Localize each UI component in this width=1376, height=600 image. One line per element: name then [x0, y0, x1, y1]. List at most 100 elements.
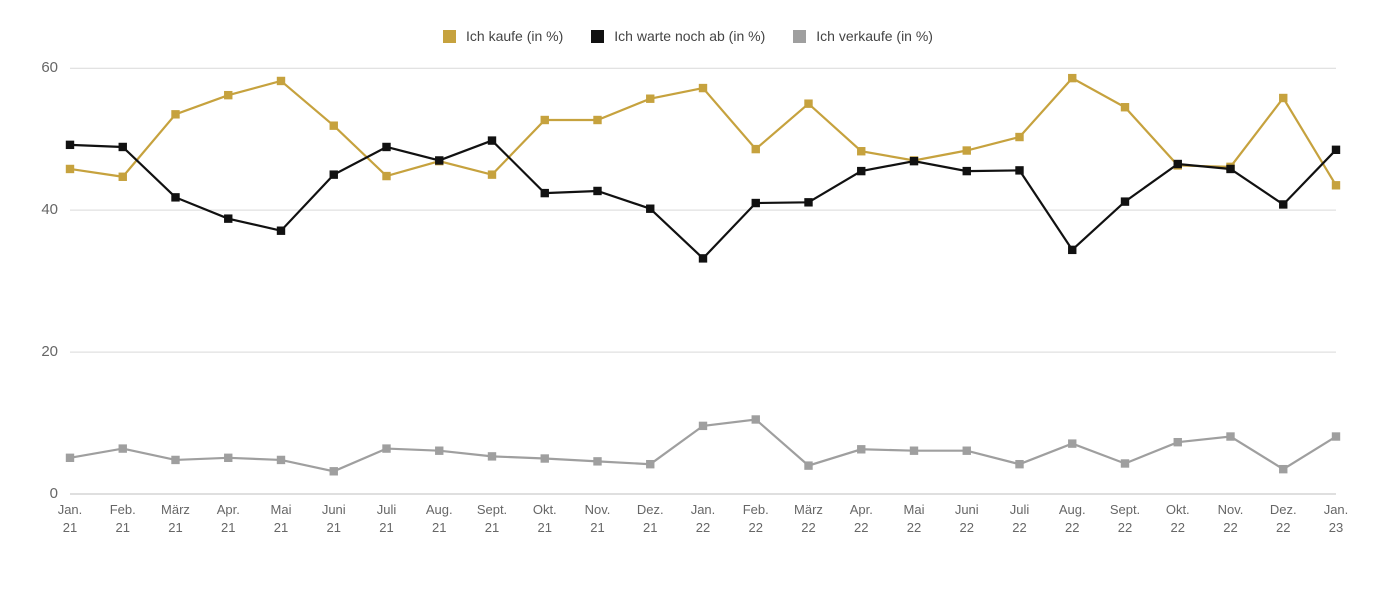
series-marker	[541, 454, 549, 462]
x-tick-label: 21	[274, 520, 288, 535]
series-marker	[1015, 460, 1023, 468]
x-tick-label: 22	[960, 520, 974, 535]
legend-swatch-icon	[443, 30, 456, 43]
series-marker	[1068, 246, 1076, 254]
series-marker	[804, 198, 812, 206]
series-marker	[1279, 200, 1287, 208]
x-tick-label: Dez.	[1270, 502, 1297, 517]
x-tick-label: Juli	[1010, 502, 1030, 517]
x-tick-label: 21	[63, 520, 77, 535]
series-marker	[435, 447, 443, 455]
x-tick-label: 22	[696, 520, 710, 535]
series-marker	[857, 445, 865, 453]
x-tick-label: 22	[854, 520, 868, 535]
x-tick-label: Sept.	[1110, 502, 1140, 517]
x-tick-label: Juli	[377, 502, 397, 517]
series-marker	[963, 167, 971, 175]
series-marker	[277, 227, 285, 235]
x-tick-label: 21	[221, 520, 235, 535]
series-marker	[1015, 133, 1023, 141]
series-marker	[1121, 459, 1129, 467]
x-tick-label: 21	[168, 520, 182, 535]
series-marker	[752, 199, 760, 207]
x-tick-label: 21	[432, 520, 446, 535]
x-tick-label: Nov.	[1218, 502, 1244, 517]
series-marker	[171, 456, 179, 464]
y-tick-label: 40	[41, 201, 58, 218]
series-marker	[699, 422, 707, 430]
series-marker	[488, 170, 496, 178]
x-tick-label: 21	[538, 520, 552, 535]
x-tick-label: Apr.	[850, 502, 873, 517]
series-marker	[646, 95, 654, 103]
series-marker	[1332, 432, 1340, 440]
x-tick-label: 22	[1012, 520, 1026, 535]
x-tick-label: Mai	[271, 502, 292, 517]
legend: Ich kaufe (in %) Ich warte noch ab (in %…	[20, 10, 1356, 54]
series-marker	[119, 143, 127, 151]
series-marker	[224, 454, 232, 462]
y-tick-label: 20	[41, 343, 58, 360]
plot-area: 0204060Jan.21Feb.21März21Apr.21Mai21Juni…	[20, 54, 1356, 554]
series-marker	[752, 145, 760, 153]
x-tick-label: 21	[590, 520, 604, 535]
x-tick-label: März	[794, 502, 823, 517]
x-tick-label: Jan.	[691, 502, 716, 517]
legend-swatch-icon	[591, 30, 604, 43]
legend-item-kaufe: Ich kaufe (in %)	[443, 28, 563, 44]
x-tick-label: 23	[1329, 520, 1343, 535]
series-marker	[224, 214, 232, 222]
x-tick-label: 22	[1065, 520, 1079, 535]
chart-svg: 0204060Jan.21Feb.21März21Apr.21Mai21Juni…	[20, 54, 1356, 554]
x-tick-label: Feb.	[743, 502, 769, 517]
x-tick-label: 22	[801, 520, 815, 535]
series-marker	[66, 141, 74, 149]
series-marker	[277, 77, 285, 85]
series-marker	[1174, 438, 1182, 446]
series-marker	[593, 116, 601, 124]
x-tick-label: März	[161, 502, 190, 517]
legend-item-verkaufe: Ich verkaufe (in %)	[793, 28, 933, 44]
series-marker	[171, 110, 179, 118]
x-tick-label: 21	[379, 520, 393, 535]
series-marker	[1015, 166, 1023, 174]
x-tick-label: 21	[116, 520, 130, 535]
x-tick-label: 22	[749, 520, 763, 535]
x-tick-label: Juni	[955, 502, 979, 517]
series-marker	[330, 170, 338, 178]
x-tick-label: Dez.	[637, 502, 664, 517]
series-marker	[857, 147, 865, 155]
series-marker	[1332, 146, 1340, 154]
series-marker	[224, 91, 232, 99]
series-marker	[1332, 181, 1340, 189]
series-marker	[699, 254, 707, 262]
series-marker	[119, 444, 127, 452]
x-tick-label: 22	[1118, 520, 1132, 535]
series-marker	[1121, 197, 1129, 205]
x-tick-label: Aug.	[1059, 502, 1086, 517]
series-marker	[1226, 432, 1234, 440]
x-tick-label: 21	[643, 520, 657, 535]
series-marker	[277, 456, 285, 464]
legend-swatch-icon	[793, 30, 806, 43]
x-tick-label: Aug.	[426, 502, 453, 517]
x-tick-label: Okt.	[1166, 502, 1190, 517]
series-marker	[699, 84, 707, 92]
series-marker	[1174, 160, 1182, 168]
series-marker	[541, 116, 549, 124]
x-tick-label: Mai	[904, 502, 925, 517]
legend-label: Ich warte noch ab (in %)	[614, 28, 765, 44]
series-marker	[1226, 165, 1234, 173]
series-marker	[119, 173, 127, 181]
series-marker	[330, 467, 338, 475]
x-tick-label: 22	[1171, 520, 1185, 535]
x-tick-label: 22	[1276, 520, 1290, 535]
x-tick-label: Sept.	[477, 502, 507, 517]
series-marker	[66, 454, 74, 462]
x-tick-label: Okt.	[533, 502, 557, 517]
x-tick-label: Jan.	[58, 502, 83, 517]
series-marker	[171, 193, 179, 201]
series-marker	[593, 187, 601, 195]
x-tick-label: 22	[1223, 520, 1237, 535]
series-marker	[330, 121, 338, 129]
